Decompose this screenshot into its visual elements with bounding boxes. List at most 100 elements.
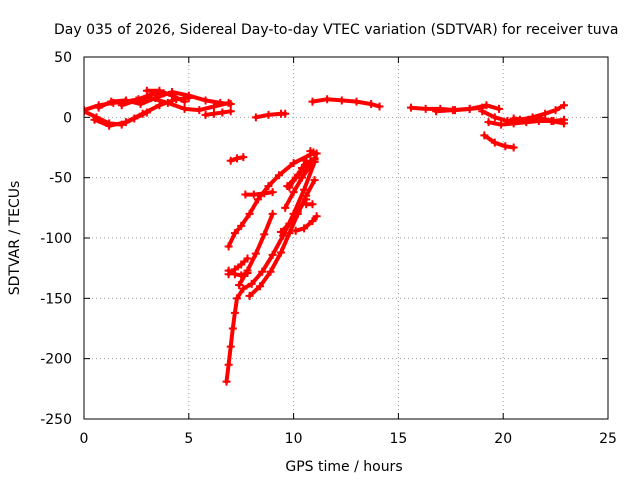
data-point bbox=[310, 154, 319, 163]
data-point bbox=[247, 279, 256, 288]
data-point bbox=[268, 209, 277, 218]
data-point bbox=[497, 120, 506, 129]
data-point bbox=[478, 107, 487, 116]
data-point bbox=[84, 107, 88, 116]
data-point bbox=[448, 106, 457, 115]
y-tick-label: -250 bbox=[40, 412, 72, 428]
data-point bbox=[312, 149, 321, 158]
data-point bbox=[549, 116, 558, 125]
series-trace bbox=[482, 133, 516, 150]
data-point bbox=[285, 229, 294, 238]
data-point bbox=[226, 156, 235, 165]
data-point bbox=[367, 100, 376, 109]
data-point bbox=[291, 226, 300, 235]
data-point bbox=[138, 109, 147, 118]
series-track-27 bbox=[277, 195, 311, 236]
data-point bbox=[482, 101, 491, 110]
data-point bbox=[281, 109, 290, 118]
data-point bbox=[155, 101, 164, 110]
data-point bbox=[251, 249, 260, 258]
data-point bbox=[495, 104, 504, 113]
data-point bbox=[233, 154, 242, 163]
data-point bbox=[243, 254, 252, 263]
data-point bbox=[209, 102, 218, 111]
data-point bbox=[121, 118, 130, 127]
series-track-29 bbox=[302, 200, 317, 209]
series-track-05 bbox=[117, 94, 233, 115]
data-point bbox=[224, 360, 233, 369]
data-point bbox=[551, 106, 560, 115]
data-point bbox=[465, 104, 474, 113]
series-track-09 bbox=[308, 95, 384, 111]
data-point bbox=[224, 98, 233, 107]
data-point bbox=[277, 248, 286, 257]
series-track-15 bbox=[480, 131, 518, 152]
data-point bbox=[509, 114, 518, 123]
data-point bbox=[253, 195, 262, 204]
series-track-14 bbox=[509, 114, 568, 125]
data-point bbox=[300, 185, 309, 194]
data-point bbox=[490, 138, 499, 147]
data-point bbox=[147, 94, 156, 103]
data-point bbox=[243, 268, 252, 277]
y-tick-label: -50 bbox=[49, 171, 72, 187]
data-point bbox=[312, 212, 321, 221]
data-point bbox=[264, 182, 273, 191]
series-trace bbox=[310, 97, 382, 109]
data-point bbox=[84, 106, 88, 115]
data-point bbox=[107, 97, 116, 106]
data-point bbox=[308, 97, 317, 106]
data-point bbox=[536, 114, 545, 123]
data-point bbox=[226, 342, 235, 351]
y-tick-label: -100 bbox=[40, 231, 72, 247]
series-track-28 bbox=[291, 212, 321, 235]
data-point bbox=[228, 324, 237, 333]
data-point bbox=[541, 109, 550, 118]
series-track-08 bbox=[251, 109, 290, 122]
data-point bbox=[90, 115, 99, 124]
data-point bbox=[308, 200, 317, 209]
data-point bbox=[245, 209, 254, 218]
data-point bbox=[337, 96, 346, 105]
plot-frame bbox=[83, 56, 609, 420]
data-point bbox=[406, 103, 415, 112]
data-point bbox=[283, 182, 292, 191]
data-point bbox=[222, 377, 231, 386]
x-tick-label: 0 bbox=[80, 431, 89, 447]
data-point bbox=[239, 153, 248, 162]
x-tick-label: 20 bbox=[494, 431, 512, 447]
data-point bbox=[142, 86, 151, 95]
x-tick-label: 15 bbox=[389, 431, 407, 447]
data-point bbox=[256, 282, 265, 291]
data-point bbox=[501, 142, 510, 151]
data-point bbox=[237, 221, 246, 230]
data-point bbox=[251, 113, 260, 122]
data-point bbox=[421, 104, 430, 113]
series-track-11 bbox=[432, 101, 504, 116]
data-point bbox=[306, 157, 315, 166]
axis-ticks: 0 5 10 15 20 25 50 0 -50 -100 -150 -200 -250 bbox=[40, 50, 617, 447]
data-point bbox=[260, 230, 269, 239]
data-point bbox=[249, 190, 258, 199]
data-point bbox=[266, 267, 275, 276]
data-point bbox=[289, 188, 298, 197]
data-point bbox=[230, 308, 239, 317]
data-point bbox=[509, 143, 518, 152]
data-point bbox=[285, 219, 294, 228]
series-trace bbox=[96, 90, 233, 110]
series-trace bbox=[144, 88, 187, 104]
data-point bbox=[559, 101, 568, 110]
data-point bbox=[195, 106, 204, 115]
data-point bbox=[209, 109, 218, 118]
data-point bbox=[293, 207, 302, 216]
x-axis-label: GPS time / hours bbox=[285, 459, 402, 475]
y-tick-label: 0 bbox=[63, 110, 72, 126]
data-point bbox=[180, 104, 189, 113]
series-track-26 bbox=[283, 154, 319, 191]
data-point bbox=[105, 121, 114, 130]
data-series bbox=[84, 86, 568, 386]
data-point bbox=[432, 107, 441, 116]
series-track-30 bbox=[306, 147, 321, 158]
y-tick-label: 50 bbox=[54, 50, 72, 66]
data-point bbox=[293, 171, 302, 180]
